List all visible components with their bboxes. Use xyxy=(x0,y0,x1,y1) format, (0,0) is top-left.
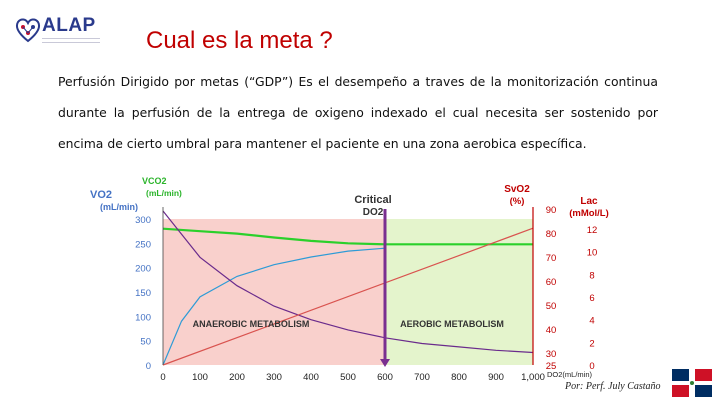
x-axis-tick-label: 0 xyxy=(160,372,165,383)
left-axis-tick-label: 300 xyxy=(135,215,151,226)
x-axis-tick-label: 900 xyxy=(488,372,504,383)
lac-axis-tick-label: 4 xyxy=(589,316,594,327)
left-axis-tick-label: 100 xyxy=(135,312,151,323)
svo2-axis-tick-label: 80 xyxy=(546,229,557,240)
series-line-lac xyxy=(162,210,534,354)
left-axis-tick-label: 50 xyxy=(140,337,151,348)
aerobic-zone-label: AEROBIC METABOLISM xyxy=(400,319,504,329)
lac-label: Lac xyxy=(580,196,598,207)
vco2-label: VCO2 xyxy=(142,176,167,186)
body-paragraph: Perfusión Dirigido por metas (“GDP”) Es … xyxy=(58,66,658,159)
logo-text: ALAP xyxy=(42,15,96,36)
svo2-axis-tick-label: 60 xyxy=(546,277,557,288)
svo2-label: SvO2 xyxy=(504,184,530,195)
x-axis-tick-label: 400 xyxy=(303,372,319,383)
x-axis-tick-label: 700 xyxy=(414,372,430,383)
x-axis-tick-label: 1,000 xyxy=(521,372,545,383)
left-axis-tick-label: 150 xyxy=(135,288,151,299)
vco2-unit-label: (mL/min) xyxy=(146,188,182,198)
svo2-axis-tick-label: 40 xyxy=(546,325,557,336)
x-axis-tick-label: 100 xyxy=(192,372,208,383)
left-axis-tick-label: 250 xyxy=(135,239,151,250)
svo2-axis-tick-label: 25 xyxy=(546,361,557,372)
anaerobic-zone-label: ANAEROBIC METABOLISM xyxy=(193,319,310,329)
vo2-unit-label: (mL/min) xyxy=(100,202,138,212)
x-axis-title: DO2(mL/min) xyxy=(547,370,593,379)
x-axis-tick-label: 600 xyxy=(377,372,393,383)
vo2-label: VO2 xyxy=(90,189,112,201)
svo2-axis-tick-label: 90 xyxy=(546,205,557,216)
critical-label: Critical xyxy=(354,194,391,206)
series-line-vo2 xyxy=(162,247,386,366)
series-line-svo2 xyxy=(162,227,534,366)
series-line-vco2 xyxy=(162,227,533,246)
lac-unit-label: (mMol/L) xyxy=(569,208,609,219)
x-axis-tick-label: 800 xyxy=(451,372,467,383)
left-axis-tick-label: 0 xyxy=(146,361,151,372)
svo2-unit-label: (%) xyxy=(510,196,525,207)
logo-underline xyxy=(42,38,100,43)
left-axis-tick-label: 200 xyxy=(135,264,151,275)
x-axis-tick-label: 300 xyxy=(266,372,282,383)
dominican-flag-icon xyxy=(672,369,712,397)
author-credit: Por: Perf. July Castaño xyxy=(565,381,661,392)
slide-title: Cual es la meta ? xyxy=(146,27,333,54)
heart-network-logo-icon xyxy=(15,18,41,43)
x-axis-tick-label: 500 xyxy=(340,372,356,383)
svo2-axis-tick-label: 50 xyxy=(546,301,557,312)
svo2-axis-tick-label: 70 xyxy=(546,253,557,264)
alap-logo: ALAP xyxy=(14,14,100,48)
lac-axis-tick-label: 8 xyxy=(589,270,594,281)
aerobic-zone xyxy=(385,219,533,365)
lac-axis-tick-label: 2 xyxy=(589,338,594,349)
critical-do2-arrow xyxy=(380,359,390,367)
lac-axis-tick-label: 12 xyxy=(587,225,598,236)
paragraph-rest: (“GDP”) Es el desempeño a traves de la m… xyxy=(58,74,658,151)
anaerobic-zone xyxy=(163,219,385,365)
svo2-axis-tick-label: 30 xyxy=(546,349,557,360)
lac-axis-tick-label: 0 xyxy=(589,361,594,372)
paragraph-lead: Perfusión Dirigido por metas xyxy=(58,74,239,89)
critical-sub-label: DO2 xyxy=(363,207,384,218)
lac-axis-tick-label: 6 xyxy=(589,293,594,304)
x-axis-tick-label: 200 xyxy=(229,372,245,383)
lac-axis-tick-label: 10 xyxy=(587,248,598,259)
